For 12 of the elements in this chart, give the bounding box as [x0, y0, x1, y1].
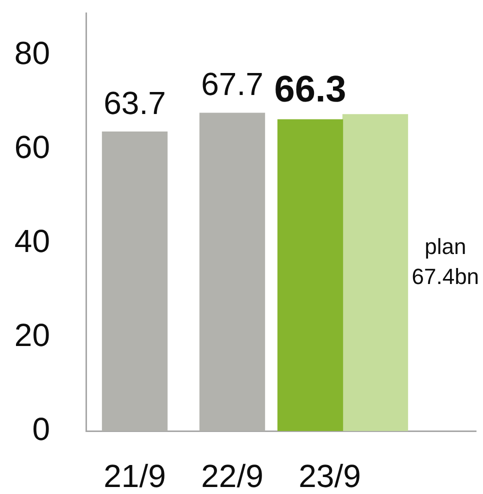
y-tick-label: 40 — [14, 222, 50, 259]
text: plan 67.4bn — [412, 234, 480, 289]
x-tick-label: 21/9 — [104, 458, 166, 494]
data-label: 63.7 — [104, 84, 166, 121]
y-tick-label: 60 — [14, 129, 50, 166]
x-tick-label: 22/9 — [201, 458, 264, 494]
y-tick-label: 80 — [14, 35, 50, 72]
x-tick-label: 23/9 — [298, 458, 361, 494]
y-tick-label: 0 — [32, 410, 50, 447]
data-label: 67.7 — [201, 66, 264, 102]
y-tick-label: 20 — [14, 316, 50, 353]
data-label: 66.3 — [274, 68, 346, 110]
